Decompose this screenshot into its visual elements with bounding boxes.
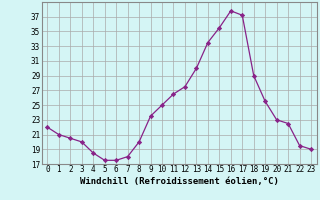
X-axis label: Windchill (Refroidissement éolien,°C): Windchill (Refroidissement éolien,°C) — [80, 177, 279, 186]
